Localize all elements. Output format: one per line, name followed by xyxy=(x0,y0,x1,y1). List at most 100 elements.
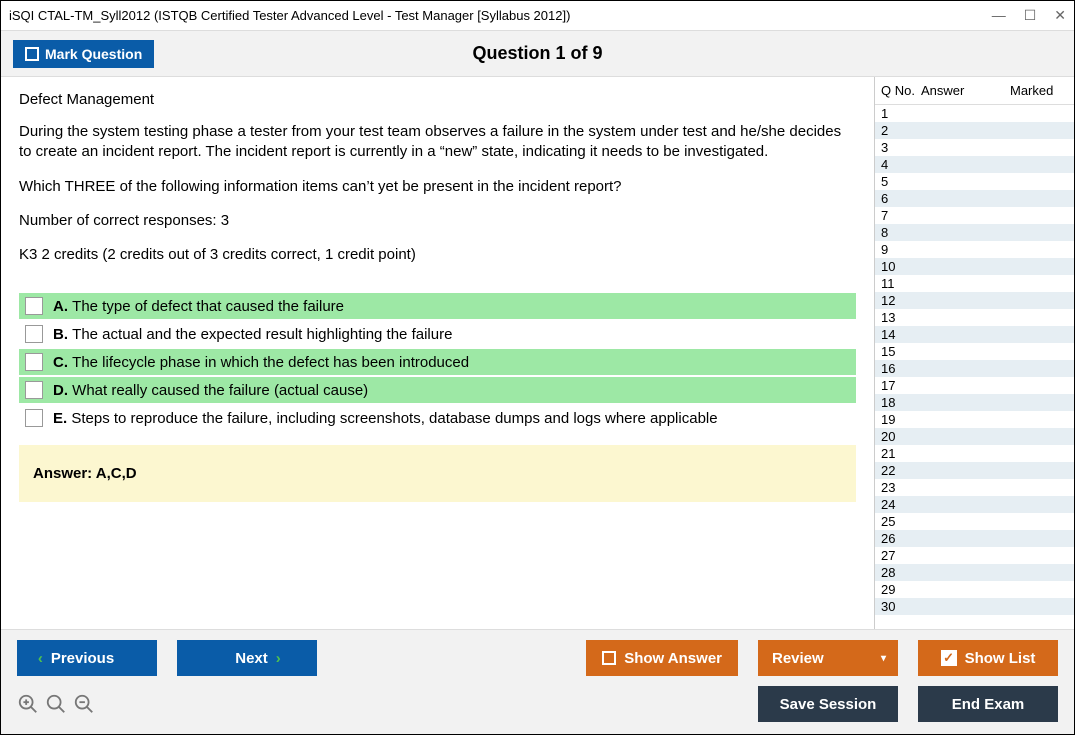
option-label: A. The type of defect that caused the fa… xyxy=(53,298,344,315)
row-qno: 19 xyxy=(881,412,921,427)
question-list-row[interactable]: 5 xyxy=(875,173,1074,190)
row-qno: 11 xyxy=(881,276,921,291)
row-qno: 29 xyxy=(881,582,921,597)
options-list: A. The type of defect that caused the fa… xyxy=(19,293,856,431)
window-title: iSQI CTAL-TM_Syll2012 (ISTQB Certified T… xyxy=(9,8,570,23)
footer-row-2: Save Session End Exam xyxy=(17,686,1058,722)
footer: ‹ Previous Next › Show Answer Review ▾ xyxy=(1,629,1074,734)
zoom-out-icon[interactable] xyxy=(73,693,95,715)
question-list-row[interactable]: 30 xyxy=(875,598,1074,615)
row-qno: 14 xyxy=(881,327,921,342)
question-list-row[interactable]: 10 xyxy=(875,258,1074,275)
row-qno: 26 xyxy=(881,531,921,546)
row-qno: 5 xyxy=(881,174,921,189)
option-checkbox[interactable] xyxy=(25,325,43,343)
question-list-row[interactable]: 22 xyxy=(875,462,1074,479)
question-body: During the system testing phase a tester… xyxy=(19,122,856,279)
window-controls: — ☐ ✕ xyxy=(992,7,1066,24)
option-row[interactable]: E. Steps to reproduce the failure, inclu… xyxy=(19,405,856,431)
question-list-row[interactable]: 19 xyxy=(875,411,1074,428)
main-area: Defect Management During the system test… xyxy=(1,77,1074,629)
row-qno: 22 xyxy=(881,463,921,478)
row-qno: 4 xyxy=(881,157,921,172)
mark-question-label: Mark Question xyxy=(45,46,142,62)
save-session-button[interactable]: Save Session xyxy=(758,686,898,722)
question-list-row[interactable]: 13 xyxy=(875,309,1074,326)
show-answer-label: Show Answer xyxy=(624,650,722,667)
zoom-reset-icon[interactable] xyxy=(45,693,67,715)
close-icon[interactable]: ✕ xyxy=(1054,7,1066,24)
option-row[interactable]: B. The actual and the expected result hi… xyxy=(19,321,856,347)
question-list-row[interactable]: 12 xyxy=(875,292,1074,309)
row-qno: 12 xyxy=(881,293,921,308)
question-list-row[interactable]: 15 xyxy=(875,343,1074,360)
question-list-row[interactable]: 17 xyxy=(875,377,1074,394)
review-button[interactable]: Review ▾ xyxy=(758,640,898,676)
question-list-row[interactable]: 20 xyxy=(875,428,1074,445)
titlebar: iSQI CTAL-TM_Syll2012 (ISTQB Certified T… xyxy=(1,1,1074,31)
option-checkbox[interactable] xyxy=(25,381,43,399)
zoom-in-icon[interactable] xyxy=(17,693,39,715)
row-qno: 15 xyxy=(881,344,921,359)
previous-button[interactable]: ‹ Previous xyxy=(17,640,157,676)
question-list-row[interactable]: 7 xyxy=(875,207,1074,224)
chevron-left-icon: ‹ xyxy=(38,650,43,667)
answer-text: Answer: A,C,D xyxy=(33,465,842,482)
mark-question-button[interactable]: Mark Question xyxy=(13,40,154,68)
option-checkbox[interactable] xyxy=(25,297,43,315)
question-para: Number of correct responses: 3 xyxy=(19,211,856,231)
save-session-label: Save Session xyxy=(780,696,877,713)
question-list-row[interactable]: 3 xyxy=(875,139,1074,156)
question-list-row[interactable]: 23 xyxy=(875,479,1074,496)
question-list-row[interactable]: 27 xyxy=(875,547,1074,564)
footer-left: ‹ Previous Next › xyxy=(17,640,317,676)
row-qno: 30 xyxy=(881,599,921,614)
question-list-row[interactable]: 2 xyxy=(875,122,1074,139)
question-list-row[interactable]: 1 xyxy=(875,105,1074,122)
show-answer-button[interactable]: Show Answer xyxy=(586,640,738,676)
question-list-row[interactable]: 9 xyxy=(875,241,1074,258)
question-panel: Defect Management During the system test… xyxy=(1,77,874,629)
minimize-icon[interactable]: — xyxy=(992,7,1006,24)
header-bar: Mark Question Question 1 of 9 xyxy=(1,31,1074,77)
option-label: B. The actual and the expected result hi… xyxy=(53,326,452,343)
next-button[interactable]: Next › xyxy=(177,640,317,676)
chevron-down-icon: ▾ xyxy=(881,653,886,664)
question-list-row[interactable]: 26 xyxy=(875,530,1074,547)
question-list[interactable]: 1234567891011121314151617181920212223242… xyxy=(875,105,1074,629)
question-topic: Defect Management xyxy=(19,91,856,108)
row-qno: 23 xyxy=(881,480,921,495)
row-qno: 20 xyxy=(881,429,921,444)
end-exam-button[interactable]: End Exam xyxy=(918,686,1058,722)
option-row[interactable]: D. What really caused the failure (actua… xyxy=(19,377,856,403)
question-list-row[interactable]: 14 xyxy=(875,326,1074,343)
question-list-row[interactable]: 29 xyxy=(875,581,1074,598)
question-list-row[interactable]: 24 xyxy=(875,496,1074,513)
option-row[interactable]: A. The type of defect that caused the fa… xyxy=(19,293,856,319)
row-qno: 25 xyxy=(881,514,921,529)
question-list-row[interactable]: 21 xyxy=(875,445,1074,462)
question-list-row[interactable]: 11 xyxy=(875,275,1074,292)
col-qno: Q No. xyxy=(881,83,921,98)
question-list-row[interactable]: 28 xyxy=(875,564,1074,581)
row-qno: 18 xyxy=(881,395,921,410)
maximize-icon[interactable]: ☐ xyxy=(1024,7,1037,24)
row-qno: 9 xyxy=(881,242,921,257)
row-qno: 21 xyxy=(881,446,921,461)
question-list-row[interactable]: 6 xyxy=(875,190,1074,207)
question-list-row[interactable]: 4 xyxy=(875,156,1074,173)
option-row[interactable]: C. The lifecycle phase in which the defe… xyxy=(19,349,856,375)
show-list-button[interactable]: ✓ Show List xyxy=(918,640,1058,676)
col-marked: Marked xyxy=(1010,83,1068,98)
review-label: Review xyxy=(772,650,824,667)
question-list-row[interactable]: 18 xyxy=(875,394,1074,411)
option-checkbox[interactable] xyxy=(25,353,43,371)
row-qno: 10 xyxy=(881,259,921,274)
option-checkbox[interactable] xyxy=(25,409,43,427)
row-qno: 27 xyxy=(881,548,921,563)
question-list-row[interactable]: 8 xyxy=(875,224,1074,241)
row-qno: 28 xyxy=(881,565,921,580)
question-list-row[interactable]: 25 xyxy=(875,513,1074,530)
question-list-row[interactable]: 16 xyxy=(875,360,1074,377)
checkbox-icon xyxy=(25,47,39,61)
